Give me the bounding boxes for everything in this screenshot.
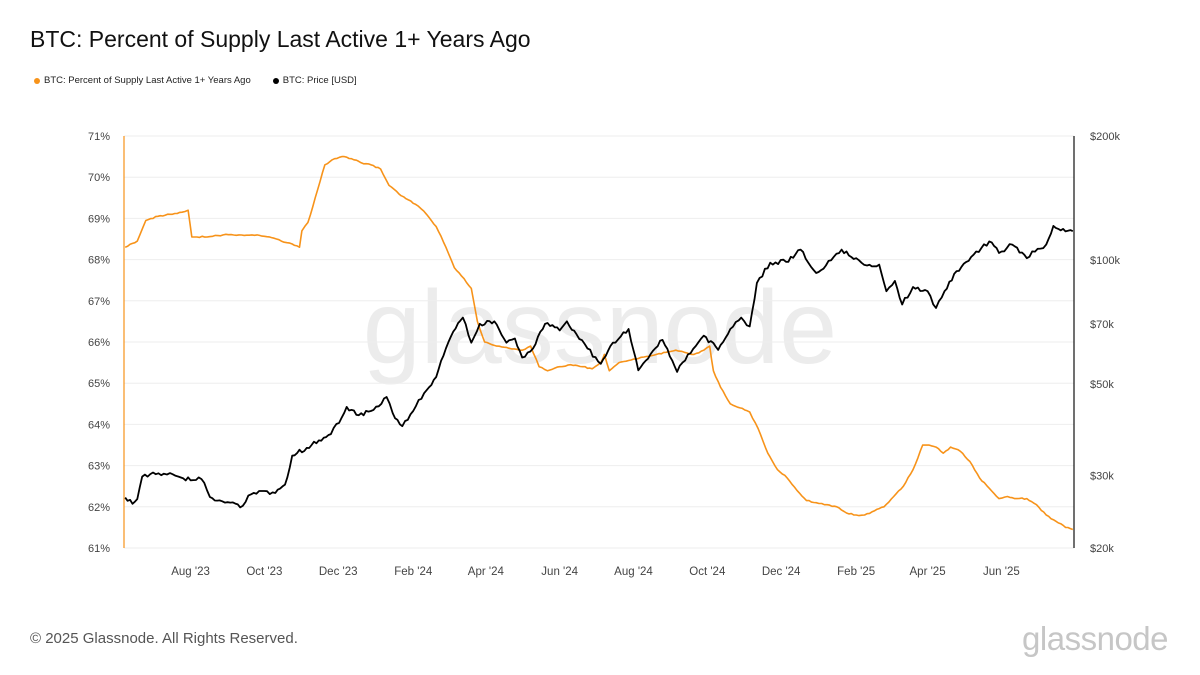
y-left-tick-label: 71% (88, 131, 110, 143)
x-tick-label: Oct '24 (689, 566, 726, 578)
y-left-tick-label: 64% (88, 419, 110, 431)
x-tick-label: Oct '23 (246, 566, 282, 578)
y-left-tick-label: 67% (88, 296, 110, 308)
x-tick-label: Feb '24 (394, 566, 433, 578)
gridlines (124, 135, 1074, 549)
y-right-tick-label: $70k (1090, 319, 1114, 331)
x-tick-label: Apr '24 (468, 566, 505, 578)
legend-swatch-price (272, 77, 279, 84)
chart-legend: BTC: Percent of Supply Last Active 1+ Ye… (34, 75, 357, 86)
x-tick-label: Feb '25 (837, 566, 875, 578)
copyright-footer: © 2025 Glassnode. All Rights Reserved. (30, 630, 298, 647)
series-line-price (124, 225, 1074, 509)
chart-title: BTC: Percent of Supply Last Active 1+ Ye… (30, 26, 531, 52)
x-tick-label: Aug '24 (614, 566, 653, 578)
legend-swatch-supply (34, 77, 40, 84)
x-tick-label: Apr '25 (910, 566, 946, 578)
legend-label-supply: BTC: Percent of Supply Last Active 1+ Ye… (44, 75, 251, 86)
y-right-tick-label: $100k (1090, 255, 1120, 267)
y-left-tick-label: 70% (88, 172, 110, 184)
legend-item-supply[interactable]: BTC: Percent of Supply Last Active 1+ Ye… (34, 75, 251, 86)
y-left-tick-label: 65% (88, 378, 110, 390)
y-left-tick-label: 66% (88, 337, 110, 349)
x-tick-label: Jun '24 (541, 566, 578, 578)
series-lines (124, 155, 1074, 531)
series-line-supply (124, 155, 1074, 531)
y-left-tick-label: 63% (88, 461, 110, 473)
x-tick-label: Dec '24 (762, 566, 801, 578)
y-left-tick-label: 62% (88, 502, 110, 514)
y-right-tick-label: $30k (1090, 470, 1114, 482)
y-axis-left: 61% 62% 63% 64% 65% 66% 67% 68% 69% 70% 71% (88, 131, 125, 555)
y-right-tick-label: $50k (1090, 379, 1114, 391)
legend-label-price: BTC: Price [USD] (282, 75, 357, 86)
y-left-tick-label: 61% (88, 543, 110, 555)
y-right-tick-label: $20k (1090, 543, 1114, 555)
x-tick-label: Jun '25 (983, 566, 1020, 578)
legend-item-price[interactable]: BTC: Price [USD] (272, 75, 357, 86)
glassnode-logo: glassnode (1022, 620, 1168, 657)
watermark: glassnode (363, 270, 837, 386)
x-tick-label: Dec '23 (319, 566, 358, 578)
y-left-tick-label: 68% (88, 255, 110, 267)
x-axis: Aug '23 Oct '23 Dec '23 Feb '24 Apr '24 Jun '… (171, 566, 1020, 578)
y-left-tick-label: 69% (88, 213, 110, 225)
x-tick-label: Aug '23 (171, 566, 210, 578)
chart-area[interactable]: glassnode 61% 62% 63% 64% 65% 66% 67% 68% 69% 70%… (0, 0, 1200, 600)
y-axis-right: $20k $30k $50k $70k $100k $200k (1073, 131, 1120, 555)
y-right-tick-label: $200k (1090, 131, 1120, 143)
